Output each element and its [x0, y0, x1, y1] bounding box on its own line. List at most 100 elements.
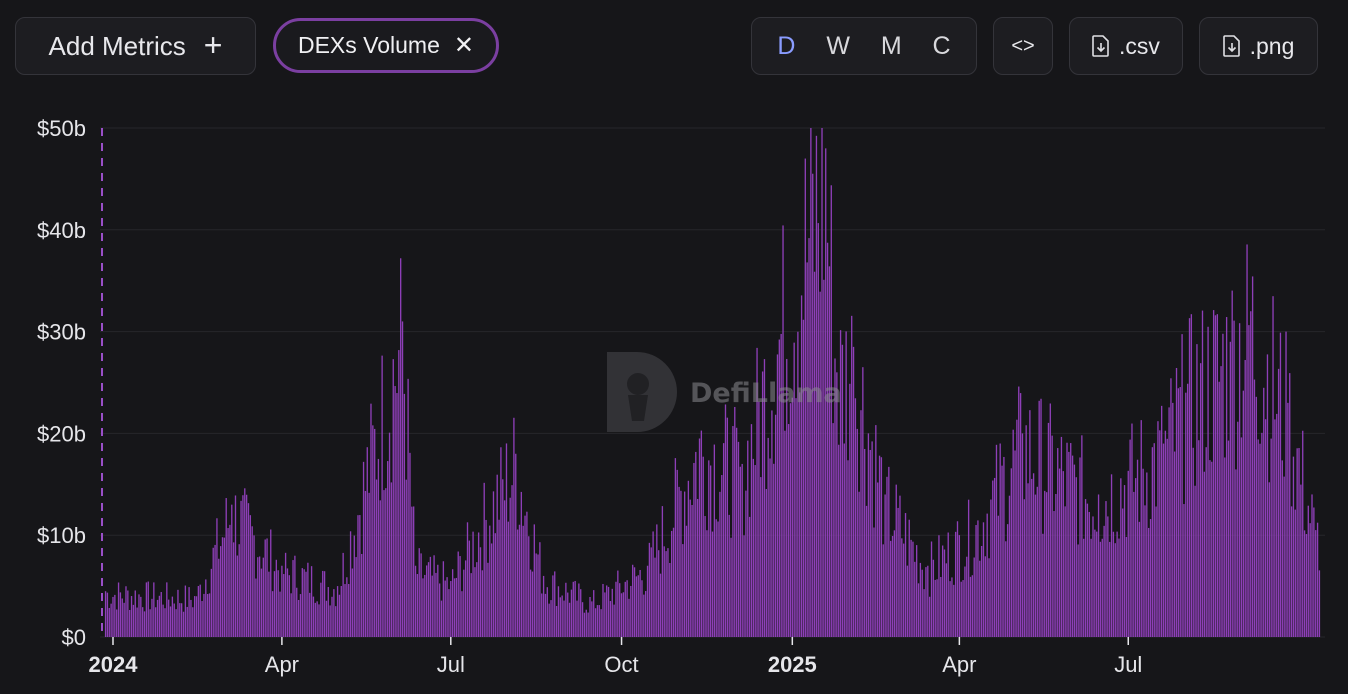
- bar: [1303, 530, 1306, 637]
- download-png-button[interactable]: .png: [1199, 17, 1318, 75]
- bar: [394, 386, 396, 637]
- bar: [966, 556, 968, 637]
- grouping-cumulative-button[interactable]: C: [932, 31, 951, 60]
- y-tick-label: $20b: [37, 421, 86, 446]
- bar: [995, 444, 998, 637]
- bar: [168, 599, 170, 637]
- bar: [635, 576, 638, 637]
- bar: [149, 609, 151, 637]
- bar: [867, 433, 870, 637]
- bar: [964, 566, 966, 637]
- bar: [1042, 533, 1044, 637]
- bar: [1012, 429, 1014, 637]
- bar: [420, 553, 422, 637]
- bar: [1047, 422, 1050, 637]
- bar: [459, 556, 461, 637]
- bar: [216, 518, 218, 637]
- bar: [886, 476, 888, 637]
- bar: [1285, 331, 1287, 637]
- bar: [1094, 529, 1096, 637]
- x-tick-label: Apr: [265, 652, 299, 677]
- bar: [724, 404, 727, 637]
- bar: [1040, 398, 1042, 637]
- bar: [1229, 341, 1232, 637]
- bar: [713, 444, 716, 637]
- bar: [632, 564, 634, 637]
- bar: [656, 524, 658, 637]
- bar: [548, 603, 550, 637]
- bar: [513, 417, 515, 637]
- bar: [129, 609, 131, 637]
- bar: [773, 463, 775, 637]
- bar: [882, 544, 884, 637]
- bar: [186, 606, 188, 637]
- bar: [335, 606, 337, 637]
- bar: [1131, 423, 1133, 637]
- grouping-daily-button[interactable]: D: [777, 31, 796, 60]
- bar: [776, 354, 779, 637]
- bar: [578, 583, 580, 637]
- bar: [1129, 439, 1131, 637]
- bar: [997, 515, 1000, 637]
- bar: [778, 339, 780, 637]
- bar: [1268, 482, 1270, 637]
- bar: [1222, 333, 1224, 637]
- bar: [873, 527, 875, 637]
- bar: [524, 515, 526, 637]
- grouping-weekly-button[interactable]: W: [826, 31, 850, 60]
- bar: [815, 135, 818, 637]
- bar: [231, 504, 233, 637]
- bar: [1120, 478, 1122, 637]
- bar: [451, 569, 454, 637]
- bar: [717, 521, 719, 637]
- file-download-icon: [1092, 35, 1109, 57]
- bar: [117, 582, 120, 637]
- grouping-monthly-button[interactable]: M: [880, 31, 902, 60]
- bar: [1216, 314, 1219, 637]
- bar: [830, 185, 832, 638]
- bar: [266, 538, 268, 637]
- close-icon[interactable]: ✕: [453, 31, 474, 59]
- bar: [877, 482, 879, 637]
- embed-button[interactable]: <>: [993, 17, 1053, 75]
- x-tick-label: Oct: [604, 652, 638, 677]
- bar: [745, 490, 747, 637]
- bar: [164, 608, 166, 637]
- bar: [1062, 471, 1064, 637]
- bar: [472, 531, 474, 637]
- bar: [693, 462, 695, 637]
- bar: [500, 447, 502, 637]
- bar: [1209, 460, 1211, 637]
- bar: [871, 441, 873, 637]
- bar: [219, 546, 222, 637]
- bar: [463, 569, 465, 637]
- bar: [381, 355, 383, 637]
- bar: [448, 589, 450, 637]
- metric-tag-dexs-volume[interactable]: DEXs Volume ✕: [273, 18, 499, 73]
- bar: [392, 359, 394, 637]
- bar: [565, 582, 567, 637]
- bar: [596, 605, 599, 637]
- bar: [116, 609, 118, 637]
- bar: [370, 403, 372, 637]
- bar: [1177, 388, 1180, 637]
- bar: [628, 598, 630, 637]
- bar: [1311, 494, 1313, 637]
- download-csv-button[interactable]: .csv: [1069, 17, 1183, 75]
- bar: [800, 295, 803, 637]
- bar: [925, 567, 927, 637]
- bar: [290, 593, 292, 637]
- bar: [123, 602, 125, 637]
- bar: [249, 515, 252, 637]
- bar: [1149, 519, 1152, 637]
- bar: [477, 532, 480, 637]
- bar: [971, 575, 974, 637]
- bar: [752, 458, 755, 637]
- bar: [953, 584, 955, 637]
- bar: [110, 603, 112, 637]
- bar: [1081, 435, 1083, 637]
- bar: [528, 536, 530, 637]
- bar: [891, 536, 894, 637]
- add-metrics-button[interactable]: Add Metrics +: [15, 17, 256, 75]
